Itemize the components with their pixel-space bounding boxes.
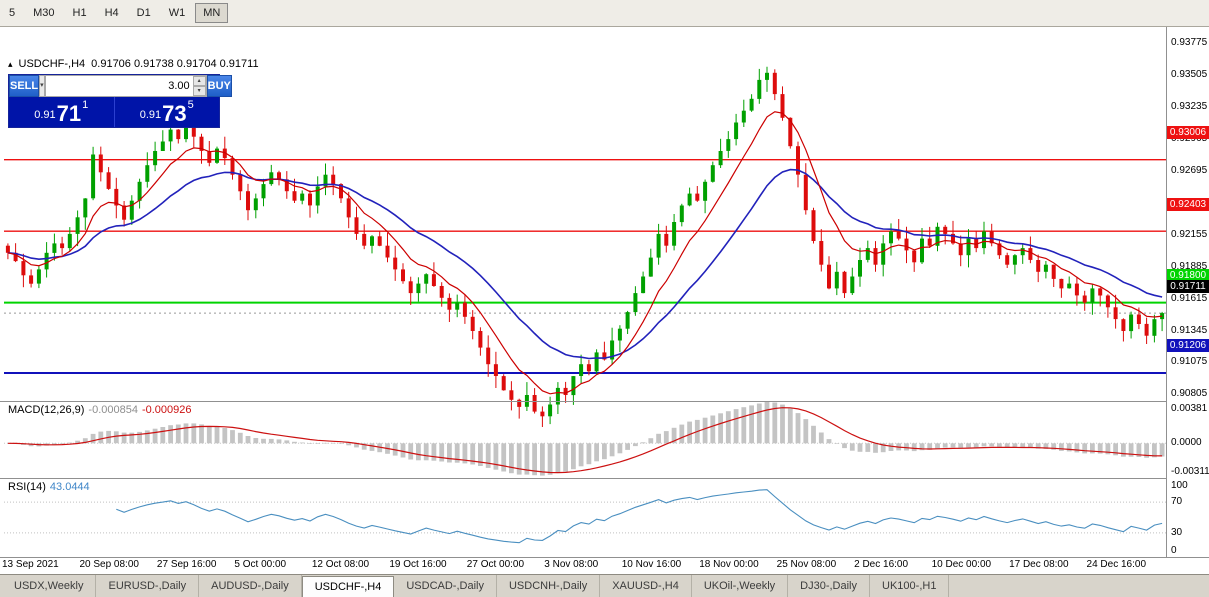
spin-up-icon[interactable]: ▴ [192,76,206,86]
chart-tab-bar: USDX,Weekly EURUSD-,Daily AUDUSD-,Daily USD… [0,574,1209,597]
timeframe-buttons: 5 M30 H1 H4 D1 W1 MN [0,3,229,23]
trade-prices-row: 0.91 71 1 0.91 73 5 [9,97,219,127]
price-axis-tick: 0.93775 [1171,36,1208,48]
time-axis-label: 27 Sep 16:00 [156,559,217,570]
macd-axis-label: 0.00381 [1171,403,1208,414]
hline-price-badge: 0.93006 [1167,126,1209,140]
hline-price-badge: 0.92403 [1167,197,1209,211]
time-axis-label: 27 Oct 00:00 [466,559,525,570]
price-axis-separator [1166,27,1167,557]
volume-field-wrap: ▴ ▾ [44,75,207,97]
buy-price-sup: 5 [187,99,194,111]
volume-spinner: ▴ ▾ [192,76,206,96]
tf-button-d1[interactable]: D1 [136,7,151,19]
price-axis-tick: 0.93505 [1171,68,1208,80]
macd-main-value: -0.000854 [88,404,138,416]
tab-usdx-weekly[interactable]: USDX,Weekly [2,575,97,597]
tab-xauusd-h4[interactable]: XAUUSD-,H4 [600,575,692,597]
trade-controls-row: SELL ▾ ▴ ▾ BUY [9,75,232,97]
sell-price-prefix: 0.91 [34,109,56,121]
buy-price-prefix: 0.91 [139,109,162,121]
hline-price-badge: 0.91800 [1167,269,1209,283]
time-axis-label: 10 Nov 16:00 [621,559,682,570]
timeframe-toolbar: 5 M30 H1 H4 D1 W1 MN [0,0,1209,27]
time-axis-label: 2 Dec 16:00 [854,559,909,570]
macd-title-label: MACD(12,26,9) [8,404,85,416]
price-axis-tick: 0.93235 [1171,100,1208,112]
chart-window: ▴ USDCHF-,H4 0.91706 0.91738 0.91704 0.9… [0,27,1209,574]
price-axis-tick: 0.92695 [1171,164,1208,176]
time-axis-label: 3 Nov 08:00 [544,559,599,570]
price-axis-tick: 0.91075 [1171,356,1208,368]
tf-button-h4[interactable]: H4 [104,7,119,19]
sell-button[interactable]: SELL [9,75,40,97]
chart-ohlc-header: ▴ USDCHF-,H4 0.91706 0.91738 0.91704 0.9… [8,58,259,70]
tf-button-mn[interactable]: MN [195,3,229,23]
tab-usdcnh-daily[interactable]: USDCNH-,Daily [497,575,601,597]
spin-down-icon[interactable]: ▾ [192,86,206,96]
time-axis-label: 24 Dec 16:00 [1086,559,1147,570]
time-axis-label: 5 Oct 00:00 [234,559,287,570]
sell-price[interactable]: 0.91 71 1 [9,97,114,127]
panel-separator[interactable] [0,478,1209,479]
tf-button-m30[interactable]: M30 [33,7,55,19]
rsi-axis-label: 30 [1171,526,1183,538]
macd-signal-value: -0.000926 [141,404,192,416]
one-click-trading-panel: SELL ▾ ▴ ▾ BUY 0.91 71 1 0.91 73 5 [8,74,232,128]
tf-button-h1[interactable]: H1 [72,7,87,19]
time-axis-label: 10 Dec 00:00 [931,559,992,570]
rsi-axis-label: 0 [1171,545,1177,556]
tf-button-5[interactable]: 5 [9,7,16,19]
macd-indicator-chart[interactable] [4,402,1166,477]
rsi-value: 43.0444 [49,481,90,493]
macd-title: MACD(12,26,9) -0.000854 -0.000926 [8,404,192,416]
rsi-axis-label: 100 [1171,480,1188,491]
rsi-indicator-chart[interactable] [4,479,1166,556]
price-axis-tick: 0.90805 [1171,388,1208,400]
price-axis[interactable]: 0.937750.935050.932350.929650.926950.924… [1167,27,1209,557]
price-axis-tick: 0.91885 [1171,260,1208,272]
volume-dropdown-icon[interactable]: ▾ [39,75,45,97]
price-divider [113,97,115,127]
tab-eurusd-daily[interactable]: EURUSD-,Daily [96,575,200,597]
time-axis-label: 13 Sep 2021 [2,559,59,570]
time-axis-label: 18 Nov 00:00 [699,559,759,570]
chart-ohlc-values: 0.91706 0.91738 0.91704 0.91711 [91,58,259,70]
time-axis-label: 17 Dec 08:00 [1009,559,1069,570]
hline-price-badge: 0.91206 [1167,339,1209,353]
current-price-badge: 0.91711 [1167,279,1209,293]
panel-separator[interactable] [0,401,1209,402]
tab-audusd-daily[interactable]: AUDUSD-,Daily [199,575,302,597]
price-axis-tick: 0.91345 [1171,324,1208,336]
tab-dj30-daily[interactable]: DJ30-,Daily [788,575,871,597]
collapse-panel-icon[interactable]: ▴ [8,58,13,69]
tab-ukoil-weekly[interactable]: UKOil-,Weekly [692,575,789,597]
buy-price[interactable]: 0.91 73 5 [115,97,220,127]
price-axis-tick: 0.91615 [1171,292,1208,304]
time-axis-separator [0,557,1209,558]
time-axis-label: 20 Sep 08:00 [79,559,139,570]
time-axis-label: 19 Oct 16:00 [389,559,447,570]
main-price-chart[interactable] [4,55,1166,427]
rsi-title: RSI(14) 43.0444 [8,481,90,493]
buy-button[interactable]: BUY [206,75,232,97]
tab-uk100-h1[interactable]: UK100-,H1 [870,575,950,597]
tf-button-w1[interactable]: W1 [168,7,186,19]
rsi-title-label: RSI(14) [8,481,46,493]
time-axis-label: 25 Nov 08:00 [776,559,837,570]
macd-axis-label: 0.0000 [1171,437,1202,449]
volume-input[interactable] [45,76,193,96]
macd-axis-label: -0.00311 [1171,466,1209,477]
buy-price-big: 73 [162,101,187,127]
sell-price-big: 71 [56,101,82,127]
sell-price-sup: 1 [82,99,89,111]
time-axis-label: 12 Oct 08:00 [311,559,370,570]
tab-usdchf-h4[interactable]: USDCHF-,H4 [301,576,395,597]
price-axis-tick: 0.92155 [1171,228,1208,240]
chart-symbol-label: USDCHF-,H4 [18,58,86,70]
tab-usdcad-daily[interactable]: USDCAD-,Daily [394,575,497,597]
rsi-axis-label: 70 [1171,496,1183,508]
